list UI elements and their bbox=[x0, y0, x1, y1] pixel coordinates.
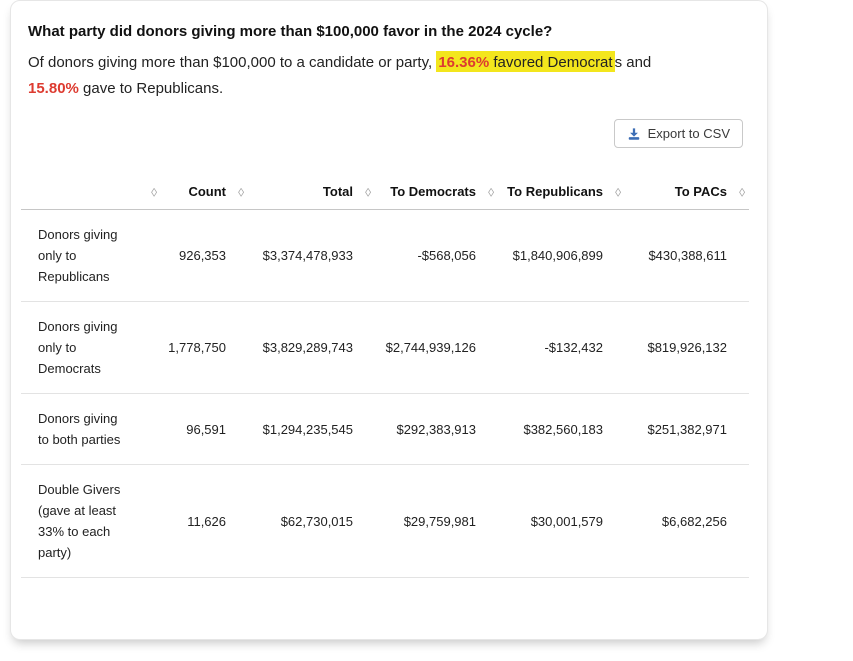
table-header-row: ◊ Count ◊ Total ◊ To Democrats ◊ To Republi… bbox=[21, 176, 749, 210]
row-label-cell: Double Givers (gave at least 33% to each… bbox=[21, 464, 161, 578]
column-header-count[interactable]: Count ◊ bbox=[161, 176, 248, 210]
column-header-category[interactable]: ◊ bbox=[21, 176, 161, 210]
count-cell: 96,591 bbox=[161, 393, 248, 465]
intro-part2: s and bbox=[614, 54, 652, 71]
to-pacs-cell: $6,682,256 bbox=[625, 464, 749, 578]
donor-stats-card: What party did donors giving more than $… bbox=[10, 0, 768, 640]
download-icon bbox=[627, 127, 641, 141]
sort-icon: ◊ bbox=[488, 185, 494, 200]
total-cell: $3,374,478,933 bbox=[248, 209, 375, 302]
count-cell: 11,626 bbox=[161, 464, 248, 578]
sort-icon: ◊ bbox=[739, 185, 745, 200]
column-header-to-democrats[interactable]: To Democrats ◊ bbox=[375, 176, 498, 210]
total-cell: $3,829,289,743 bbox=[248, 301, 375, 394]
table-toolbar: Export to CSV bbox=[28, 119, 743, 148]
to-republicans-cell: $382,560,183 bbox=[498, 393, 625, 465]
to-republicans-cell: -$132,432 bbox=[498, 301, 625, 394]
column-header-to-pacs[interactable]: To PACs ◊ bbox=[625, 176, 749, 210]
column-header-total[interactable]: Total ◊ bbox=[248, 176, 375, 210]
to-democrats-cell: $29,759,981 bbox=[375, 464, 498, 578]
sort-icon: ◊ bbox=[151, 185, 157, 200]
intro-part3: gave to Republicans. bbox=[78, 80, 224, 97]
table-row: Donors giving to both parties 96,591 $1,… bbox=[21, 393, 749, 465]
table-row: Double Givers (gave at least 33% to each… bbox=[21, 464, 749, 578]
highlighted-stat: 16.36% favored Democrat bbox=[436, 51, 615, 72]
table-row: Donors giving only to Democrats 1,778,75… bbox=[21, 301, 749, 394]
donors-table: ◊ Count ◊ Total ◊ To Democrats ◊ To Republi… bbox=[21, 176, 749, 578]
to-democrats-cell: $292,383,913 bbox=[375, 393, 498, 465]
count-cell: 926,353 bbox=[161, 209, 248, 302]
to-republicans-cell: $30,001,579 bbox=[498, 464, 625, 578]
dem-percentage: 16.36% bbox=[438, 54, 490, 71]
sort-icon: ◊ bbox=[238, 185, 244, 200]
count-cell: 1,778,750 bbox=[161, 301, 248, 394]
to-pacs-cell: $819,926,132 bbox=[625, 301, 749, 394]
total-cell: $62,730,015 bbox=[248, 464, 375, 578]
table-row: Donors giving only to Republicans 926,35… bbox=[21, 209, 749, 302]
row-label-cell: Donors giving to both parties bbox=[21, 393, 161, 465]
to-republicans-cell: $1,840,906,899 bbox=[498, 209, 625, 302]
intro-part1: Of donors giving more than $100,000 to a… bbox=[28, 54, 437, 71]
to-democrats-cell: $2,744,939,126 bbox=[375, 301, 498, 394]
to-pacs-cell: $430,388,611 bbox=[625, 209, 749, 302]
row-label-cell: Donors giving only to Republicans bbox=[21, 209, 161, 302]
row-label-cell: Donors giving only to Democrats bbox=[21, 301, 161, 394]
question-heading: What party did donors giving more than $… bbox=[28, 23, 553, 40]
intro-text: Of donors giving more than $100,000 to a… bbox=[28, 50, 750, 102]
export-csv-label: Export to CSV bbox=[647, 126, 730, 141]
highlight-text: favored Democrat bbox=[489, 54, 613, 71]
sort-icon: ◊ bbox=[365, 185, 371, 200]
column-header-to-republicans[interactable]: To Republicans ◊ bbox=[498, 176, 625, 210]
to-pacs-cell: $251,382,971 bbox=[625, 393, 749, 465]
export-csv-button[interactable]: Export to CSV bbox=[613, 119, 743, 148]
total-cell: $1,294,235,545 bbox=[248, 393, 375, 465]
to-democrats-cell: -$568,056 bbox=[375, 209, 498, 302]
sort-icon: ◊ bbox=[615, 185, 621, 200]
rep-percentage: 15.80% bbox=[28, 80, 79, 97]
donors-table-container: ◊ Count ◊ Total ◊ To Democrats ◊ To Republi… bbox=[21, 176, 757, 578]
